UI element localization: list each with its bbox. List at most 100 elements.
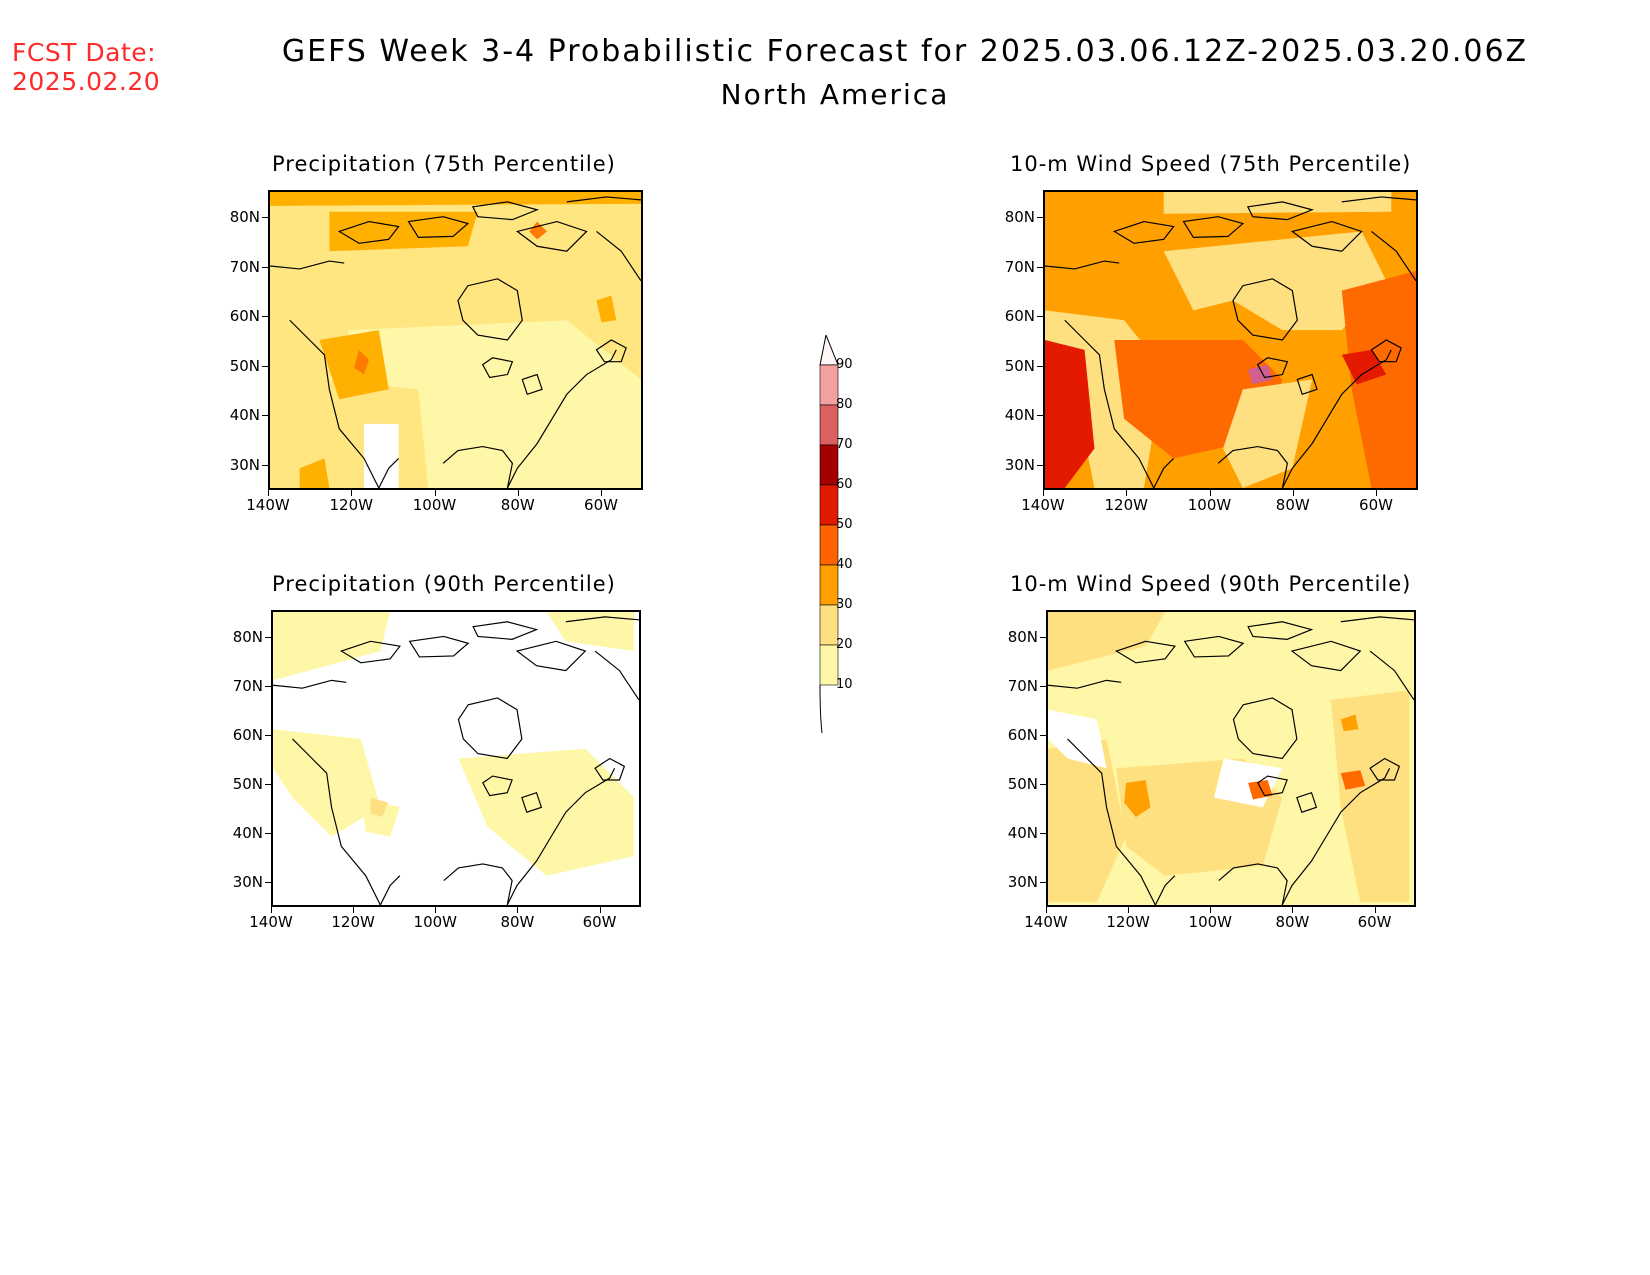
lat-tick [265, 734, 271, 736]
coastline [1218, 863, 1288, 905]
colorbar-svg [819, 333, 839, 734]
shade-region [1341, 349, 1387, 385]
coastline [1048, 679, 1122, 689]
lat-label: 70N [229, 257, 260, 276]
shade-region [299, 458, 330, 488]
coastline [594, 757, 626, 781]
coastline [273, 679, 347, 689]
lat-tick [265, 783, 271, 785]
coastline [407, 216, 470, 238]
lon-label: 60W [1359, 496, 1393, 514]
map-svg-p2 [1045, 192, 1416, 488]
coastline [1045, 260, 1120, 270]
colorbar-label: 60 [836, 477, 853, 492]
colorbar-label: 50 [836, 517, 853, 532]
shade-region [1223, 379, 1313, 488]
lon-tick [517, 907, 519, 913]
lat-tick [265, 685, 271, 687]
colorbar-label: 80 [836, 397, 853, 412]
coastline [1371, 231, 1416, 282]
map-svg-p3 [273, 612, 639, 905]
lat-label: 40N [232, 823, 263, 842]
lat-tick [262, 266, 268, 268]
lat-label: 40N [1004, 406, 1035, 424]
lon-tick [517, 490, 519, 496]
lat-tick [1040, 881, 1046, 883]
lon-label: 120W [1106, 913, 1150, 931]
fcst-date-label: FCST Date: [12, 38, 157, 67]
coastline [1369, 650, 1414, 701]
lat-tick [1037, 415, 1043, 416]
lat-label: 40N [229, 406, 260, 424]
coastline [1341, 196, 1416, 203]
lon-tick [1292, 490, 1294, 496]
lon-tick [1292, 907, 1294, 913]
lon-tick [1043, 490, 1044, 496]
coastline [521, 373, 543, 396]
colorbar-label: 30 [836, 597, 853, 612]
page-title: GEFS Week 3-4 Probabilistic Forecast for… [281, 34, 1529, 69]
shade-region [1341, 270, 1416, 488]
coastline [457, 278, 523, 341]
lat-tick [262, 365, 268, 367]
lat-label: 60N [229, 307, 260, 325]
lat-tick [265, 636, 271, 638]
map-p4 [1046, 610, 1416, 907]
coastline [566, 196, 641, 203]
lat-label: 80N [232, 627, 263, 646]
lon-label: 140W [1024, 913, 1068, 931]
shade-region [363, 423, 399, 488]
shade-region [1045, 340, 1095, 488]
coastline [1182, 216, 1245, 238]
lat-tick [265, 832, 271, 834]
colorbar-label: 90 [836, 357, 853, 372]
lon-label: 80W [500, 913, 535, 931]
coastline [457, 697, 523, 760]
lat-label: 30N [229, 455, 260, 474]
panel-title-p3: Precipitation (90th Percentile) [272, 572, 616, 596]
lat-tick [262, 217, 268, 218]
shade-region [354, 349, 369, 375]
coastline [443, 863, 513, 905]
lon-label: 120W [331, 913, 375, 931]
lon-tick [1376, 490, 1377, 496]
shade-region [529, 221, 548, 240]
coastline [270, 260, 345, 270]
lon-label: 140W [1021, 496, 1065, 514]
lat-label: 50N [1007, 774, 1038, 793]
lat-label: 30N [1004, 455, 1035, 474]
coastline [481, 357, 514, 379]
shade-region [273, 729, 381, 837]
coastline [565, 616, 639, 623]
lat-label: 60N [1004, 307, 1035, 325]
lon-tick [1209, 490, 1211, 496]
lon-tick [351, 490, 353, 496]
lon-label: 120W [329, 496, 373, 514]
lat-label: 80N [1007, 627, 1038, 646]
coastline [1112, 220, 1175, 244]
lon-tick [1374, 907, 1376, 913]
lat-label: 70N [232, 676, 263, 695]
lon-tick [353, 907, 355, 913]
lon-label: 80W [500, 496, 535, 514]
lat-label: 60N [1007, 725, 1038, 744]
lon-label: 140W [246, 496, 290, 514]
shade-region [1124, 779, 1151, 818]
fcst-date-value: 2025.02.20 [12, 67, 161, 96]
coastline [408, 635, 470, 658]
lat-tick [1040, 832, 1046, 834]
colorbar [812, 333, 840, 749]
coastline [1247, 621, 1314, 640]
coastline [1246, 201, 1315, 221]
colorbar-swatch [819, 644, 839, 686]
panel-title-p4: 10-m Wind Speed (90th Percentile) [1010, 572, 1412, 596]
shade-region [596, 295, 617, 323]
colorbar-label: 40 [836, 557, 853, 572]
coastline [1290, 220, 1363, 252]
lon-label: 100W [413, 913, 457, 931]
colorbar-label: 10 [836, 677, 853, 692]
lon-tick [599, 907, 601, 913]
colorbar-cap-bottom [819, 684, 823, 734]
lon-label: 100W [412, 496, 457, 514]
shade-region [1248, 779, 1273, 800]
